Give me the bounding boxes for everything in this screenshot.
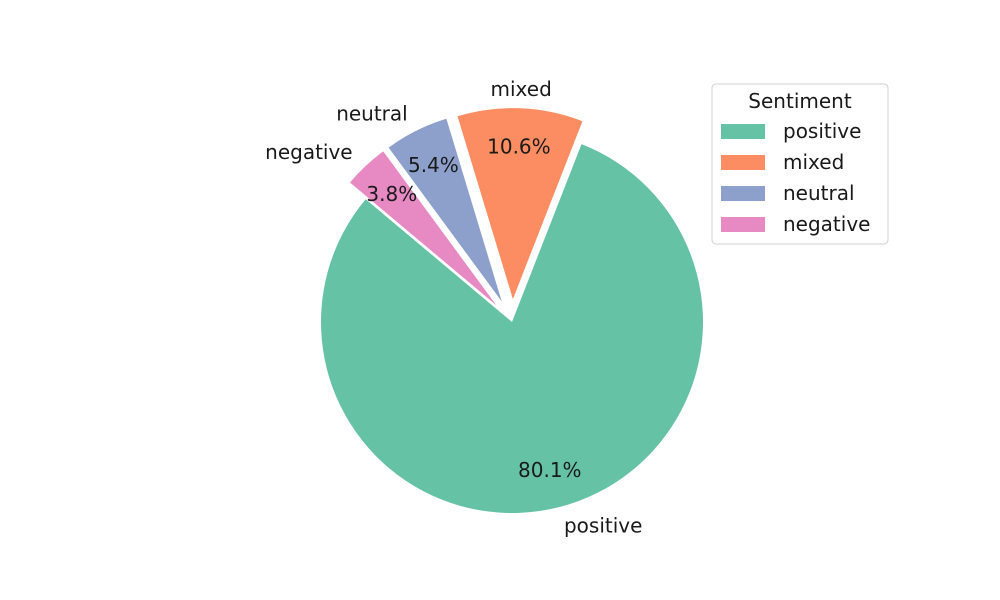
legend-swatch-negative	[721, 217, 765, 232]
pct-label-negative: 3.8%	[366, 182, 417, 206]
pie-slices	[321, 108, 703, 514]
legend-label-negative: negative	[783, 212, 870, 236]
pct-label-mixed: 10.6%	[487, 134, 551, 158]
pie-labels: 80.1% positive 10.6% mixed 5.4% neutral 3.8% ne…	[265, 77, 642, 537]
legend: Sentiment positive mixed neutral negative	[711, 83, 889, 245]
category-label-positive: positive	[564, 514, 642, 538]
legend-title: Sentiment	[748, 89, 852, 113]
category-label-negative: negative	[265, 140, 352, 164]
pct-label-positive: 80.1%	[518, 458, 582, 482]
pie-slice-mixed	[457, 108, 583, 300]
pie-slice-neutral	[388, 118, 502, 302]
legend-items: positive mixed neutral negative	[721, 119, 870, 236]
category-label-neutral: neutral	[336, 102, 408, 126]
legend-label-positive: positive	[783, 119, 861, 143]
legend-swatch-positive	[721, 124, 765, 139]
legend-label-mixed: mixed	[783, 150, 844, 174]
legend-label-neutral: neutral	[783, 181, 855, 205]
pie-slice-negative	[350, 151, 497, 306]
category-label-mixed: mixed	[491, 77, 552, 101]
legend-swatch-mixed	[721, 155, 765, 170]
legend-swatch-neutral	[721, 186, 765, 201]
pct-label-neutral: 5.4%	[408, 153, 459, 177]
pie-slice-positive	[321, 144, 703, 514]
